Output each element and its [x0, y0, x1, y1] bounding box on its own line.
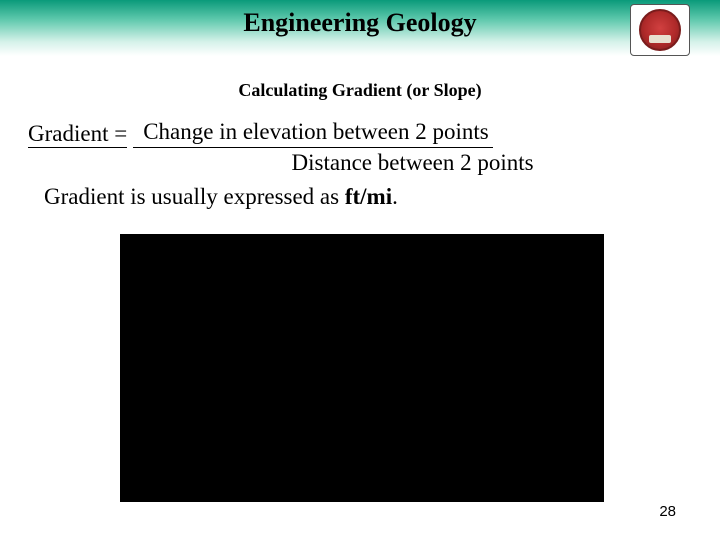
- logo-emblem: [639, 9, 681, 51]
- content-area: Gradient = Change in elevation between 2…: [0, 101, 720, 210]
- formula-rhs: Change in elevation between 2 points Dis…: [133, 119, 692, 176]
- figure-placeholder: [120, 234, 604, 502]
- page-number: 28: [659, 503, 676, 520]
- formula-denominator: Distance between 2 points: [292, 148, 534, 176]
- formula-lhs: Gradient =: [28, 119, 127, 147]
- institution-logo: [630, 4, 690, 56]
- formula-numerator: Change in elevation between 2 points: [133, 119, 493, 148]
- section-subtitle: Calculating Gradient (or Slope): [0, 80, 720, 101]
- note-suffix: .: [392, 184, 398, 209]
- page-title: Engineering Geology: [243, 8, 476, 38]
- note-prefix: Gradient is usually expressed as: [44, 184, 345, 209]
- note-line: Gradient is usually expressed as ft/mi.: [28, 184, 692, 210]
- note-unit: ft/mi: [345, 184, 392, 209]
- header-band: Engineering Geology: [0, 0, 720, 56]
- gradient-formula: Gradient = Change in elevation between 2…: [28, 119, 692, 176]
